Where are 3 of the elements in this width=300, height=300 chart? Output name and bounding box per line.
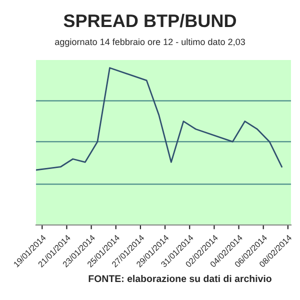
source-note: FONTE: elaborazione su dati di archivio <box>88 274 272 282</box>
chart-subtitle: aggiornato 14 febbraio ore 12 - ultimo dato 2,03 <box>55 38 245 47</box>
chart-title: SPREAD BTP/BUND <box>64 14 236 28</box>
